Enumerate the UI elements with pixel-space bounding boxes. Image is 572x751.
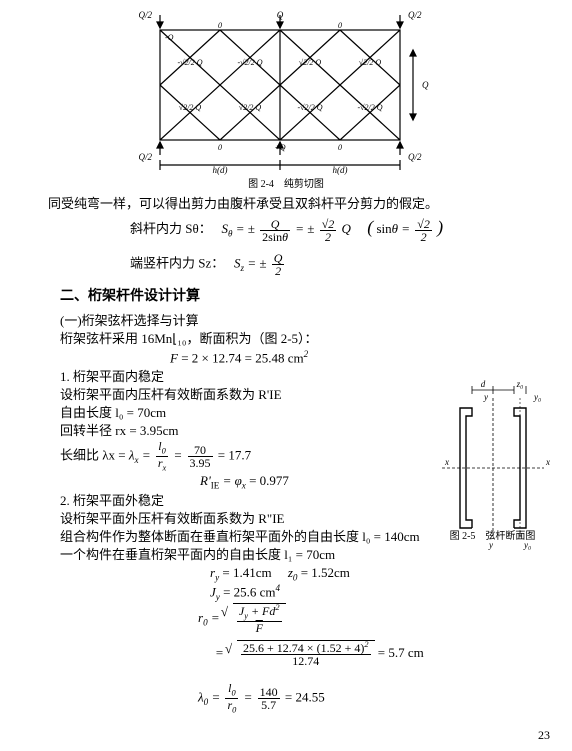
svg-text:√2/2 Q: √2/2 Q: [239, 103, 262, 112]
svg-text:x: x: [545, 457, 550, 467]
figure-2-4-caption: 图 2-4 纯剪切图: [0, 178, 572, 192]
phi-formula: R'IE = φx = 0.977: [200, 472, 289, 492]
svg-text:√2/2 Q: √2/2 Q: [179, 103, 202, 112]
lambda0-formula: λ0 = l0r0 = 1405.7 = 24.55: [198, 682, 325, 715]
svg-text:0: 0: [338, 21, 342, 30]
svg-text:Q/2: Q/2: [408, 152, 422, 162]
svg-text:-√2/2 Q: -√2/2 Q: [177, 58, 202, 67]
end-vertical-force-formula: 端竖杆内力 Sz： Sz = ± Q2: [130, 252, 286, 277]
inplane-assume-line: 设桁架平面内压杆有效断面系数为 R'IE: [60, 386, 390, 404]
Jy-line: Jy = 25.6 cm4: [210, 582, 280, 603]
svg-text:-√2/2 Q: -√2/2 Q: [237, 58, 262, 67]
outplane-assume-line: 设桁架平面外压杆有效断面系数为 R"IE: [60, 510, 390, 528]
ry-z0-line: ry = 1.41cm z0 = 1.52cm: [210, 564, 350, 584]
svg-text:0: 0: [218, 21, 222, 30]
page-number: 23: [538, 727, 550, 743]
svg-text:z₀: z₀: [516, 379, 524, 389]
svg-text:Q: Q: [422, 80, 429, 90]
svg-text:-Q: -Q: [165, 33, 174, 42]
slenderness-formula: 长细比 λx = λx = l0rx = 703.95 = 17.7: [60, 440, 251, 473]
truss-shear-diagram: Q/2 Q Q/2 Q/2 Q/2 Q h(d) h(d) -√2/2 Q -√…: [130, 10, 430, 175]
svg-text:√2/2 Q: √2/2 Q: [359, 58, 382, 67]
outplane-stability-title: 2. 桁架平面外稳定: [60, 492, 164, 510]
svg-text:x: x: [444, 457, 449, 467]
svg-text:Q/2: Q/2: [139, 10, 153, 20]
inplane-stability-title: 1. 桁架平面内稳定: [60, 368, 164, 386]
svg-text:y: y: [483, 392, 488, 402]
r0-formula-symbolic: r0 = Jy + Fd2 F: [198, 603, 286, 634]
svg-text:Q: Q: [277, 10, 284, 20]
svg-text:h(d): h(d): [333, 165, 348, 175]
svg-text:0: 0: [338, 143, 342, 152]
svg-text:-√2/2 Q: -√2/2 Q: [297, 103, 322, 112]
svg-text:0: 0: [218, 143, 222, 152]
item-1-title: (一)桁架弦杆选择与计算: [60, 312, 199, 330]
section-2-title: 二、桁架杆件设计计算: [60, 288, 200, 307]
svg-text:+Q: +Q: [274, 143, 285, 152]
gyration-radius-line: 回转半径 rx = 3.95cm: [60, 422, 179, 440]
chord-material-line: 桁架弦杆采用 16Mn⌊₁₀，断面积为（图 2-5）：: [60, 330, 410, 348]
area-formula: F = 2 × 12.74 = 25.48 cm2: [170, 348, 308, 367]
intro-paragraph: 同受纯弯一样，可以得出剪力由腹杆承受且双斜杆平分剪力的假定。: [48, 195, 528, 213]
r0-formula-numeric: = 25.6 + 12.74 × (1.52 + 4)2 12.74 = 5.7…: [215, 640, 424, 667]
svg-text:d: d: [481, 379, 486, 389]
svg-text:h(d): h(d): [213, 165, 228, 175]
svg-text:-√2/2 Q: -√2/2 Q: [357, 103, 382, 112]
free-length-line: 自由长度 l₀ = 70cm: [60, 404, 166, 422]
svg-text:y₀: y₀: [533, 392, 541, 402]
diagonal-force-formula: 斜杆内力 Sθ： Sθ = ± Q2sinθ = ± √22 Q ( sinθ …: [130, 215, 443, 243]
single-free-length: 一个构件在垂直桁架平面内的自由长度 l₁ = 70cm: [60, 546, 460, 564]
svg-text:Q/2: Q/2: [408, 10, 422, 20]
figure-2-5-caption: 图 2-5 弦杆断面图: [425, 530, 560, 544]
svg-text:√2/2 Q: √2/2 Q: [299, 58, 322, 67]
svg-text:Q/2: Q/2: [139, 152, 153, 162]
